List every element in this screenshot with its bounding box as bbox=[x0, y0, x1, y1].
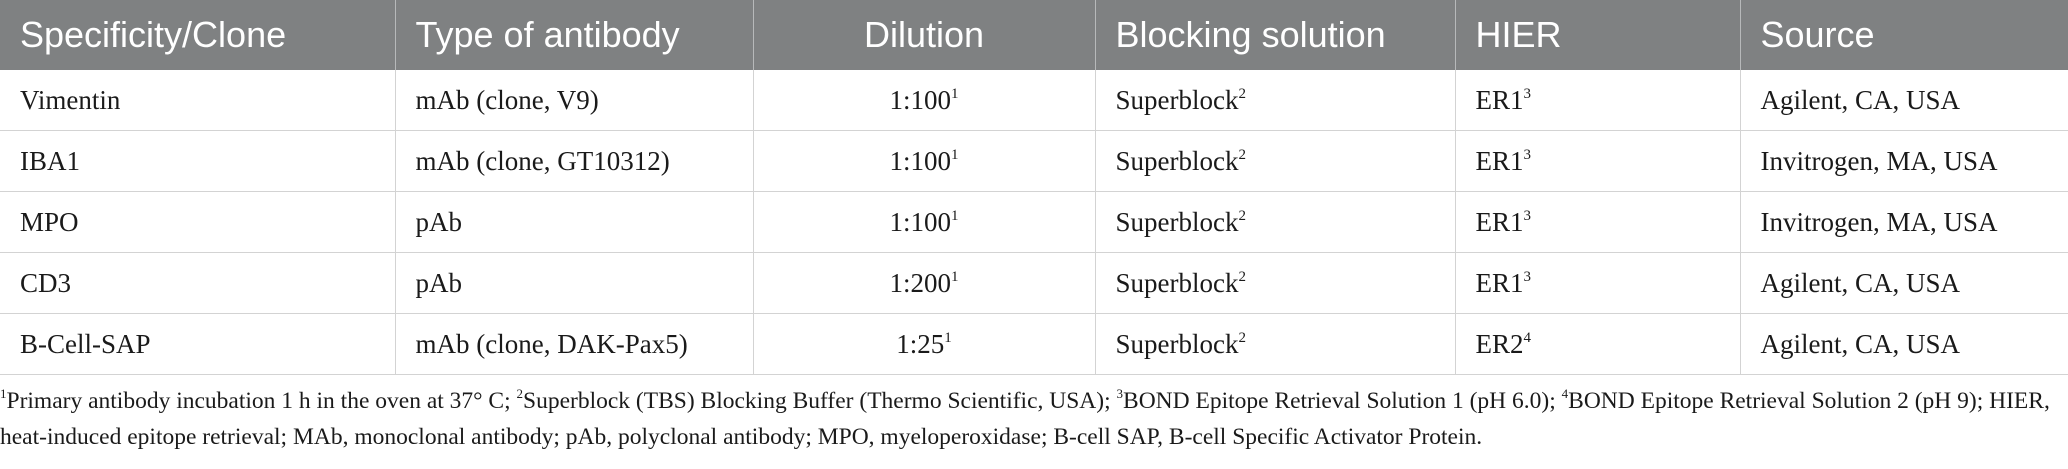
blocking-value: Superblock bbox=[1115, 145, 1239, 176]
antibody-table: Specificity/Clone Type of antibody Dilut… bbox=[0, 0, 2068, 375]
header-blocking: Blocking solution bbox=[1095, 0, 1456, 70]
hier-note: 3 bbox=[1523, 268, 1532, 285]
cell-dilution: 1:251 bbox=[753, 313, 1096, 375]
cell-specificity: B-Cell-SAP bbox=[0, 313, 396, 375]
footnote-marker-2: 2 bbox=[516, 386, 524, 401]
header-type: Type of antibody bbox=[395, 0, 754, 70]
hier-note: 3 bbox=[1523, 85, 1532, 102]
cell-source: Invitrogen, MA, USA bbox=[1740, 130, 2068, 192]
footnote-marker-4: 4 bbox=[1561, 386, 1569, 401]
header-specificity: Specificity/Clone bbox=[0, 0, 396, 70]
header-dilution: Dilution bbox=[753, 0, 1096, 70]
blocking-value: Superblock bbox=[1115, 84, 1239, 115]
footnote-text-4: BOND Epitope Retrieval Solution 2 (pH 9)… bbox=[0, 388, 2050, 450]
cell-hier: ER13 bbox=[1455, 70, 1741, 131]
blocking-note: 2 bbox=[1238, 329, 1246, 346]
antibody-table-container: Specificity/Clone Type of antibody Dilut… bbox=[0, 0, 2068, 455]
header-source: Source bbox=[1740, 0, 2068, 70]
cell-hier: ER13 bbox=[1455, 191, 1741, 253]
cell-blocking: Superblock2 bbox=[1095, 70, 1456, 131]
hier-value: ER1 bbox=[1475, 206, 1524, 237]
cell-type: pAb bbox=[395, 191, 754, 253]
blocking-value: Superblock bbox=[1115, 267, 1239, 298]
hier-value: ER1 bbox=[1475, 267, 1524, 298]
dilution-note: 1 bbox=[951, 85, 959, 102]
footnote-marker-1: 1 bbox=[0, 386, 7, 401]
hier-value: ER1 bbox=[1475, 84, 1524, 115]
header-hier: HIER bbox=[1455, 0, 1741, 70]
footnote-text-1: Primary antibody incubation 1 h in the o… bbox=[6, 388, 517, 414]
blocking-note: 2 bbox=[1238, 85, 1246, 102]
hier-note: 3 bbox=[1523, 146, 1532, 163]
cell-specificity: MPO bbox=[0, 191, 396, 253]
dilution-note: 1 bbox=[944, 329, 952, 346]
footnote-text-3: BOND Epitope Retrieval Solution 1 (pH 6.… bbox=[1123, 388, 1562, 414]
cell-dilution: 1:1001 bbox=[753, 130, 1096, 192]
cell-source: Agilent, CA, USA bbox=[1740, 70, 2068, 131]
footnote-text-2: Superblock (TBS) Blocking Buffer (Thermo… bbox=[523, 388, 1117, 414]
table-row: CD3 pAb 1:2001 Superblock2 ER13 Agilent,… bbox=[0, 252, 2068, 314]
cell-blocking: Superblock2 bbox=[1095, 252, 1456, 314]
cell-hier: ER13 bbox=[1455, 252, 1741, 314]
dilution-value: 1:100 bbox=[889, 145, 951, 176]
dilution-note: 1 bbox=[951, 268, 959, 285]
cell-specificity: CD3 bbox=[0, 252, 396, 314]
dilution-value: 1:100 bbox=[889, 206, 951, 237]
dilution-note: 1 bbox=[951, 207, 959, 224]
table-header: Specificity/Clone Type of antibody Dilut… bbox=[0, 0, 2068, 70]
table-row: B-Cell-SAP mAb (clone, DAK-Pax5) 1:251 S… bbox=[0, 313, 2068, 375]
table-row: MPO pAb 1:1001 Superblock2 ER13 Invitrog… bbox=[0, 191, 2068, 253]
dilution-value: 1:100 bbox=[889, 84, 951, 115]
cell-type: pAb bbox=[395, 252, 754, 314]
hier-value: ER1 bbox=[1475, 145, 1524, 176]
cell-source: Agilent, CA, USA bbox=[1740, 313, 2068, 375]
hier-note: 4 bbox=[1523, 329, 1532, 346]
header-row: Specificity/Clone Type of antibody Dilut… bbox=[0, 0, 2068, 70]
blocking-note: 2 bbox=[1238, 207, 1246, 224]
cell-type: mAb (clone, V9) bbox=[395, 70, 754, 131]
blocking-note: 2 bbox=[1238, 146, 1246, 163]
table-row: Vimentin mAb (clone, V9) 1:1001 Superblo… bbox=[0, 70, 2068, 131]
blocking-value: Superblock bbox=[1115, 206, 1239, 237]
cell-type: mAb (clone, GT10312) bbox=[395, 130, 754, 192]
cell-blocking: Superblock2 bbox=[1095, 130, 1456, 192]
dilution-note: 1 bbox=[951, 146, 959, 163]
blocking-note: 2 bbox=[1238, 268, 1246, 285]
cell-dilution: 1:1001 bbox=[753, 70, 1096, 131]
table-row: IBA1 mAb (clone, GT10312) 1:1001 Superbl… bbox=[0, 130, 2068, 192]
cell-blocking: Superblock2 bbox=[1095, 313, 1456, 375]
cell-dilution: 1:2001 bbox=[753, 252, 1096, 314]
cell-dilution: 1:1001 bbox=[753, 191, 1096, 253]
cell-type: mAb (clone, DAK-Pax5) bbox=[395, 313, 754, 375]
cell-specificity: Vimentin bbox=[0, 70, 396, 131]
hier-note: 3 bbox=[1523, 207, 1532, 224]
blocking-value: Superblock bbox=[1115, 328, 1239, 359]
dilution-value: 1:200 bbox=[889, 267, 951, 298]
cell-source: Invitrogen, MA, USA bbox=[1740, 191, 2068, 253]
cell-source: Agilent, CA, USA bbox=[1740, 252, 2068, 314]
cell-specificity: IBA1 bbox=[0, 130, 396, 192]
hier-value: ER2 bbox=[1475, 328, 1524, 359]
table-body: Vimentin mAb (clone, V9) 1:1001 Superblo… bbox=[0, 70, 2068, 375]
table-footnote: 1Primary antibody incubation 1 h in the … bbox=[0, 375, 2068, 455]
cell-blocking: Superblock2 bbox=[1095, 191, 1456, 253]
footnote-marker-3: 3 bbox=[1116, 386, 1124, 401]
cell-hier: ER13 bbox=[1455, 130, 1741, 192]
cell-hier: ER24 bbox=[1455, 313, 1741, 375]
dilution-value: 1:25 bbox=[896, 328, 945, 359]
